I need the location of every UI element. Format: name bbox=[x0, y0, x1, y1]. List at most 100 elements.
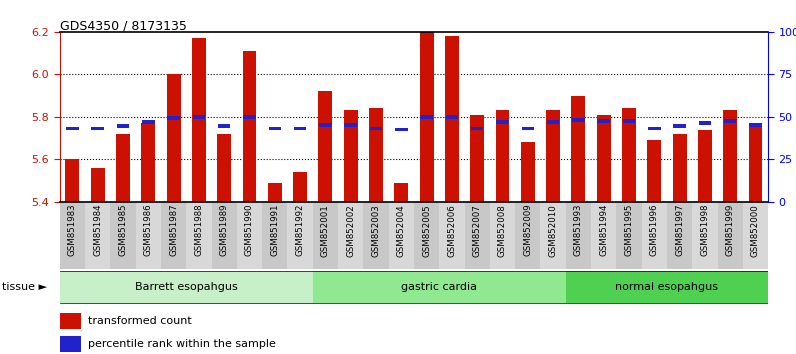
Bar bbox=[673, 125, 686, 128]
Bar bbox=[717, 202, 743, 269]
Bar bbox=[572, 118, 584, 122]
Bar bbox=[287, 202, 313, 269]
Text: tissue ►: tissue ► bbox=[2, 282, 47, 292]
Bar bbox=[60, 202, 85, 269]
Text: GSM851992: GSM851992 bbox=[295, 204, 305, 256]
Bar bbox=[338, 202, 363, 269]
Text: GSM851994: GSM851994 bbox=[599, 204, 608, 256]
Bar bbox=[388, 202, 414, 269]
Bar bbox=[166, 74, 181, 202]
Bar bbox=[546, 110, 560, 202]
Bar bbox=[344, 110, 357, 202]
Bar bbox=[521, 127, 534, 130]
Bar bbox=[749, 124, 762, 127]
Text: GSM852006: GSM852006 bbox=[447, 204, 456, 257]
Bar bbox=[496, 110, 509, 202]
Bar bbox=[521, 142, 535, 202]
Bar bbox=[345, 123, 357, 127]
Bar bbox=[244, 115, 256, 119]
Bar bbox=[142, 120, 154, 124]
Text: GSM852003: GSM852003 bbox=[372, 204, 380, 257]
Bar bbox=[161, 202, 186, 269]
Bar bbox=[698, 130, 712, 202]
Bar bbox=[471, 127, 483, 130]
Bar bbox=[470, 115, 484, 202]
Text: GSM851988: GSM851988 bbox=[194, 204, 203, 256]
Text: GSM851986: GSM851986 bbox=[144, 204, 153, 256]
Bar bbox=[369, 108, 383, 202]
Text: GSM851995: GSM851995 bbox=[625, 204, 634, 256]
Text: GSM851990: GSM851990 bbox=[245, 204, 254, 256]
Bar bbox=[186, 202, 212, 269]
Bar bbox=[414, 202, 439, 269]
Bar bbox=[85, 202, 111, 269]
Text: Barrett esopahgus: Barrett esopahgus bbox=[135, 282, 237, 292]
Bar bbox=[65, 159, 80, 202]
Text: GSM851991: GSM851991 bbox=[271, 204, 279, 256]
Bar bbox=[243, 51, 256, 202]
Text: GSM851996: GSM851996 bbox=[650, 204, 659, 256]
Text: GSM852001: GSM852001 bbox=[321, 204, 330, 257]
Text: percentile rank within the sample: percentile rank within the sample bbox=[88, 339, 276, 349]
Bar bbox=[267, 183, 282, 202]
Bar bbox=[66, 127, 79, 130]
Bar bbox=[319, 123, 332, 127]
Bar bbox=[547, 120, 560, 124]
Bar bbox=[218, 125, 230, 128]
Bar bbox=[369, 127, 382, 130]
Text: GSM852000: GSM852000 bbox=[751, 204, 760, 257]
Bar bbox=[597, 115, 611, 202]
Bar bbox=[598, 119, 610, 123]
Bar bbox=[318, 91, 332, 202]
Text: GSM852005: GSM852005 bbox=[422, 204, 431, 257]
Text: GSM851999: GSM851999 bbox=[726, 204, 735, 256]
Bar bbox=[111, 202, 135, 269]
Bar bbox=[622, 108, 636, 202]
Bar bbox=[622, 119, 635, 123]
Bar bbox=[395, 128, 408, 131]
Bar bbox=[642, 202, 667, 269]
Bar bbox=[212, 202, 237, 269]
Bar bbox=[616, 202, 642, 269]
Text: GSM852007: GSM852007 bbox=[473, 204, 482, 257]
Bar bbox=[446, 115, 458, 119]
Text: GSM851983: GSM851983 bbox=[68, 204, 77, 256]
Bar bbox=[515, 202, 540, 269]
Bar bbox=[193, 115, 205, 119]
Bar bbox=[540, 202, 566, 269]
Bar bbox=[748, 127, 763, 202]
Bar bbox=[724, 119, 736, 123]
Bar bbox=[60, 336, 81, 352]
Text: GSM852002: GSM852002 bbox=[346, 204, 355, 257]
Bar bbox=[217, 134, 231, 202]
Bar bbox=[363, 202, 388, 269]
Bar bbox=[445, 36, 458, 202]
Bar bbox=[648, 127, 661, 130]
Bar bbox=[419, 32, 434, 202]
Bar bbox=[236, 202, 262, 269]
Bar bbox=[591, 202, 616, 269]
Text: GSM851998: GSM851998 bbox=[700, 204, 709, 256]
Text: GDS4350 / 8173135: GDS4350 / 8173135 bbox=[60, 19, 186, 33]
Bar bbox=[313, 271, 566, 303]
Bar bbox=[268, 127, 281, 130]
Text: GSM851989: GSM851989 bbox=[220, 204, 228, 256]
Bar bbox=[693, 202, 717, 269]
Bar bbox=[294, 127, 306, 130]
Bar bbox=[724, 110, 737, 202]
Bar bbox=[293, 172, 307, 202]
Bar bbox=[743, 202, 768, 269]
Bar bbox=[60, 271, 313, 303]
Text: GSM852008: GSM852008 bbox=[498, 204, 507, 257]
Bar bbox=[420, 115, 433, 119]
Bar bbox=[262, 202, 287, 269]
Text: transformed count: transformed count bbox=[88, 316, 192, 326]
Bar bbox=[92, 127, 104, 130]
Bar bbox=[313, 202, 338, 269]
Bar bbox=[439, 202, 465, 269]
Bar bbox=[135, 202, 161, 269]
Text: normal esopahgus: normal esopahgus bbox=[615, 282, 719, 292]
Text: GSM851993: GSM851993 bbox=[574, 204, 583, 256]
Bar bbox=[116, 134, 130, 202]
Bar bbox=[566, 271, 768, 303]
